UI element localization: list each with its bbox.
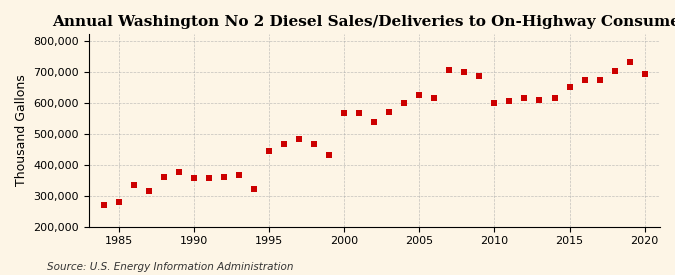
Point: [188, 176, 199, 181]
Title: Annual Washington No 2 Diesel Sales/Deliveries to On-Highway Consumers: Annual Washington No 2 Diesel Sales/Deli…: [52, 15, 675, 29]
Point: [144, 189, 155, 193]
Point: [113, 200, 124, 204]
Point: [384, 110, 395, 114]
Point: [248, 187, 259, 191]
Point: [624, 60, 635, 64]
Point: [279, 142, 290, 147]
Point: [594, 78, 605, 82]
Point: [339, 111, 350, 115]
Point: [173, 170, 184, 174]
Point: [564, 85, 575, 89]
Point: [324, 153, 335, 157]
Point: [429, 96, 439, 100]
Point: [444, 68, 455, 72]
Point: [128, 183, 139, 187]
Point: [519, 96, 530, 100]
Point: [219, 175, 230, 179]
Point: [159, 175, 169, 179]
Point: [549, 96, 560, 100]
Point: [489, 101, 500, 105]
Point: [639, 72, 650, 76]
Point: [308, 142, 319, 147]
Point: [579, 78, 590, 82]
Point: [459, 70, 470, 74]
Point: [504, 99, 515, 103]
Point: [534, 98, 545, 103]
Y-axis label: Thousand Gallons: Thousand Gallons: [15, 75, 28, 186]
Point: [234, 173, 244, 178]
Point: [264, 148, 275, 153]
Point: [474, 74, 485, 78]
Point: [399, 101, 410, 106]
Point: [204, 175, 215, 180]
Point: [354, 111, 364, 116]
Point: [294, 137, 304, 141]
Text: Source: U.S. Energy Information Administration: Source: U.S. Energy Information Administ…: [47, 262, 294, 272]
Point: [414, 93, 425, 97]
Point: [99, 203, 109, 208]
Point: [369, 120, 379, 124]
Point: [609, 69, 620, 73]
